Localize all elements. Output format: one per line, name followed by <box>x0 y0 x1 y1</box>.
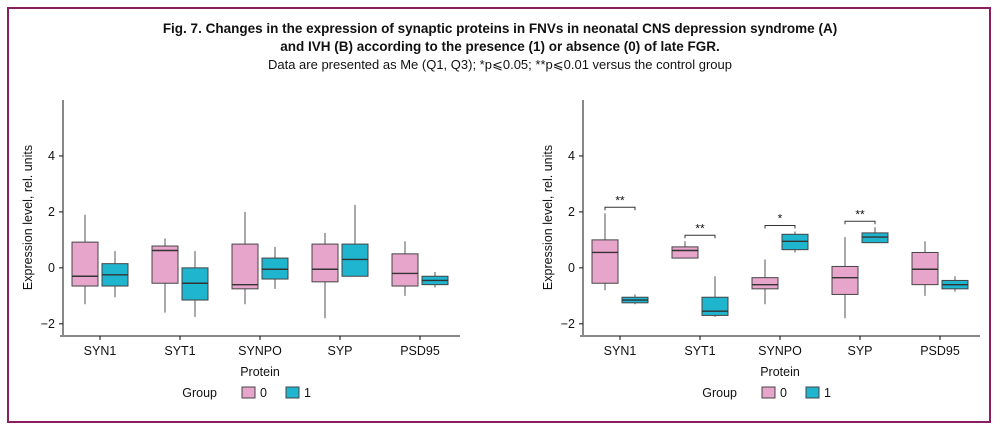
legend-title: Group <box>182 386 217 400</box>
figure-frame <box>7 7 991 423</box>
box-syt1-group-0 <box>151 238 179 313</box>
y-axis-label: Expression level, rel. units <box>541 145 555 290</box>
box-iqr <box>831 265 859 295</box>
box-psd95-group-0 <box>911 241 939 296</box>
x-tick-label: SYP <box>847 344 872 358</box>
box-iqr <box>701 296 729 316</box>
significance-label: ** <box>695 221 705 235</box>
figure-subtitle: Data are presented as Me (Q1, Q3); *p⩽0.… <box>267 57 733 72</box>
significance-label: * <box>778 211 783 225</box>
box-syt1-group-1 <box>701 276 729 317</box>
x-axis-label: Protein <box>240 365 280 379</box>
y-tick-label: 2 <box>48 205 55 219</box>
significance-label: ** <box>615 193 625 207</box>
x-tick-label: SYP <box>327 344 352 358</box>
box-syn1-group-0 <box>71 214 99 305</box>
y-tick-label: 4 <box>568 149 575 163</box>
box-synpo-group-0 <box>751 259 779 305</box>
figure-title-line1: Fig. 7. Changes in the expression of syn… <box>162 21 838 36</box>
box-iqr <box>671 246 699 259</box>
box-synpo-group-0 <box>231 211 259 305</box>
box-syn1-group-0 <box>591 213 619 291</box>
legend-label: 1 <box>304 386 311 400</box>
y-tick-label: 2 <box>568 205 575 219</box>
panel-b: −2 0 2 4 Expression level, rel. units SYN1 SYT… <box>541 100 980 400</box>
box-synpo-group-1 <box>261 246 289 289</box>
legend-label: 0 <box>260 386 267 400</box>
box-iqr <box>231 243 259 290</box>
x-tick-label: SYT1 <box>164 344 195 358</box>
legend: Group 0 1 <box>702 386 831 400</box>
legend-label: 0 <box>780 386 787 400</box>
box-iqr <box>391 253 419 287</box>
box-syp-group-0 <box>311 232 339 319</box>
box-synpo-group-1 <box>781 231 809 253</box>
box-iqr <box>751 277 779 290</box>
panel-a: −2 0 2 4 Expression level, rel. units SYN1 SYT… <box>21 100 460 400</box>
significance-marker: ** <box>844 207 876 225</box>
box-syp-group-1 <box>861 227 889 244</box>
box-iqr <box>591 239 619 284</box>
figure-caption: Fig. 7. Changes in the expression of syn… <box>0 20 1000 74</box>
figure-title-line2: and IVH (B) according to the presence (1… <box>280 39 720 54</box>
y-tick-label: 4 <box>48 149 55 163</box>
x-tick-label: SYN1 <box>84 344 117 358</box>
significance-marker: ** <box>684 221 716 239</box>
box-iqr <box>71 241 99 287</box>
box-iqr <box>311 243 339 283</box>
box-syp-group-0 <box>831 237 859 319</box>
x-tick-label: SYT1 <box>684 344 715 358</box>
significance-bracket <box>844 220 876 225</box>
x-tick-label: PSD95 <box>920 344 960 358</box>
y-axis-label: Expression level, rel. units <box>21 145 35 290</box>
y-tick-label: 0 <box>48 261 55 275</box>
box-syt1-group-0 <box>671 241 699 259</box>
significance-label: ** <box>855 207 865 221</box>
legend-swatch <box>241 386 256 399</box>
y-tick-label: 0 <box>568 261 575 275</box>
box-syn1-group-1 <box>621 294 649 305</box>
box-syn1-group-1 <box>101 251 129 298</box>
x-tick-label: SYN1 <box>604 344 637 358</box>
box-iqr <box>151 245 179 284</box>
significance-marker: * <box>764 211 796 229</box>
box-psd95-group-1 <box>941 276 969 292</box>
significance-bracket <box>764 224 796 229</box>
legend: Group 0 1 <box>182 386 311 400</box>
x-tick-label: SYNPO <box>758 344 802 358</box>
legend-swatch <box>761 386 776 399</box>
y-tick-label: −2 <box>561 317 575 331</box>
legend-swatch <box>805 386 820 399</box>
legend-title: Group <box>702 386 737 400</box>
box-syp-group-1 <box>341 204 369 277</box>
x-tick-label: PSD95 <box>400 344 440 358</box>
box-psd95-group-0 <box>391 241 419 296</box>
box-psd95-group-1 <box>421 272 449 288</box>
legend-label: 1 <box>824 386 831 400</box>
significance-bracket <box>684 234 716 239</box>
x-axis-label: Protein <box>760 365 800 379</box>
x-tick-label: SYNPO <box>238 344 282 358</box>
y-tick-label: −2 <box>41 317 55 331</box>
box-syt1-group-1 <box>181 251 209 317</box>
significance-marker: ** <box>604 193 636 211</box>
significance-bracket <box>604 206 636 211</box>
legend-swatch <box>285 386 300 399</box>
